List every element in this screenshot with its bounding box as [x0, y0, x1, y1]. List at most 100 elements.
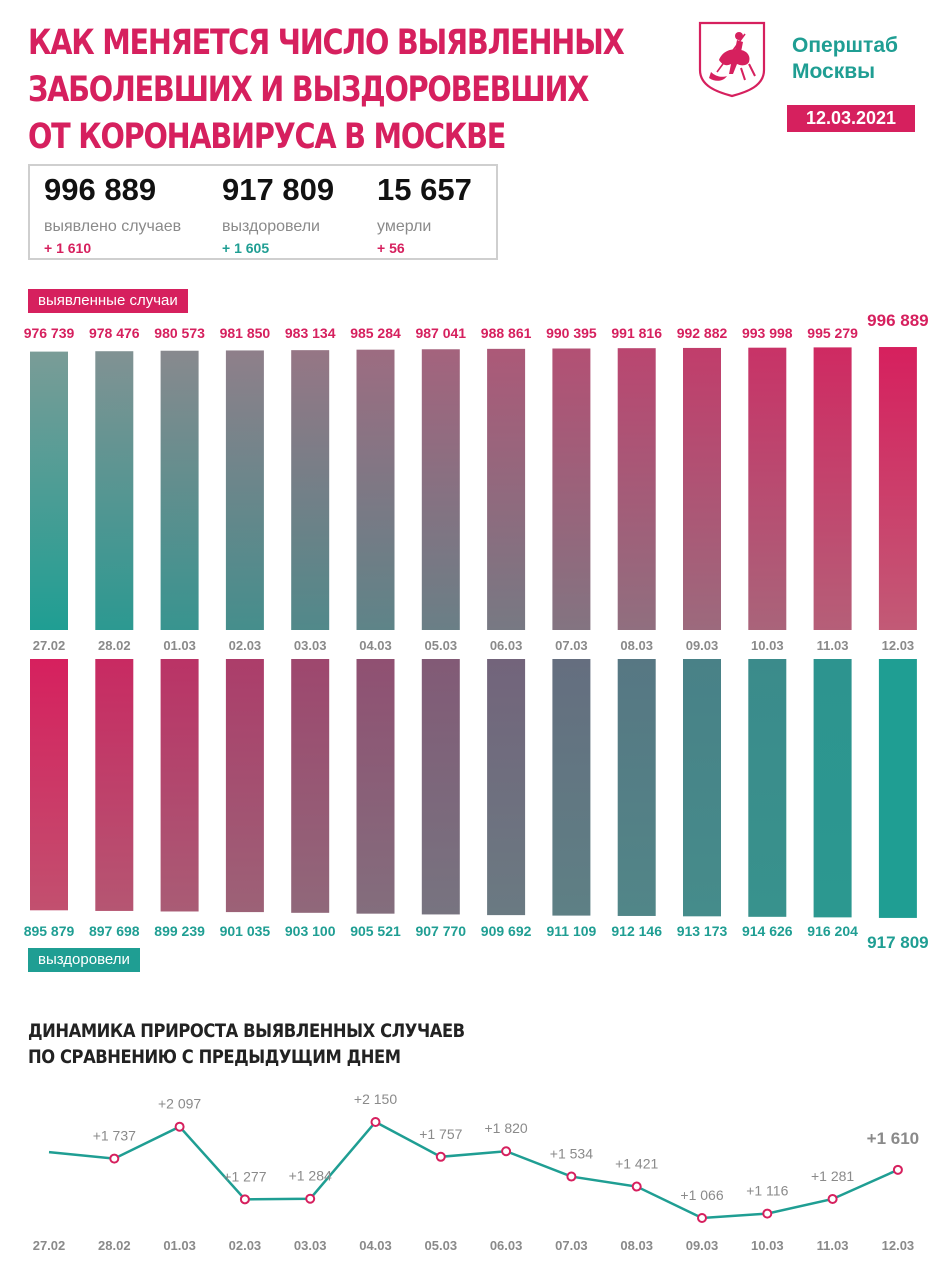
date-tick-label: 28.02 [98, 1238, 131, 1253]
recovered-bar [160, 659, 199, 912]
recovered-bar [291, 659, 330, 913]
cases-value-label: 988 861 [481, 325, 532, 341]
stat-value: 15 657 [377, 172, 472, 207]
increase-point [892, 1164, 903, 1175]
increase-value-label: +1 281 [811, 1168, 854, 1184]
increase-value-label: +1 284 [289, 1168, 332, 1184]
cases-value-label: 981 850 [220, 325, 271, 341]
recovered-bar [225, 659, 264, 913]
date-tick-label: 08.03 [620, 1238, 653, 1253]
recovered-bar-chart: 895 879 897 698 899 239 901 035 903 100 905 5… [24, 659, 929, 952]
increase-point [239, 1194, 250, 1205]
date-tick-label: 05.03 [425, 1238, 458, 1253]
title-line: ОТ КОРОНАВИРУСА В МОСКВЕ [28, 117, 506, 157]
date-tick-label: 27.02 [33, 638, 66, 653]
recovered-value-label: 897 698 [89, 923, 140, 939]
recovered-value-label: 911 109 [546, 923, 596, 939]
stat-delta: + 1 605 [222, 240, 270, 256]
date-tick-label: 11.03 [817, 638, 849, 653]
org-line: Москвы [792, 60, 876, 83]
recovered-bar [30, 659, 68, 911]
date-tick-label: 27.02 [33, 1238, 66, 1253]
recovered-value-label: 917 809 [867, 933, 928, 952]
increase-value-label: +2 097 [158, 1096, 201, 1112]
date-tick-label: 09.03 [686, 638, 719, 653]
cases-bar [225, 350, 264, 630]
cases-value-label: 976 739 [24, 325, 75, 341]
date-badge: 12.03.2021 [787, 105, 915, 132]
date-tick-label: 03.03 [294, 1238, 327, 1253]
cases-bar [291, 350, 330, 630]
date-tick-label: 09.03 [686, 1238, 719, 1253]
increase-point [566, 1171, 577, 1182]
date-tick-label: 10.03 [751, 638, 784, 653]
cases-value-label: 993 998 [742, 325, 793, 341]
cases-value-label: 978 476 [89, 325, 140, 341]
increase-point [762, 1208, 773, 1219]
date-tick-label: 28.02 [98, 638, 131, 653]
increase-value-label: +1 116 [746, 1183, 788, 1199]
date-tick-label: 05.03 [425, 638, 458, 653]
increase-value-label: +1 737 [93, 1128, 136, 1144]
cases-bar [552, 348, 591, 630]
date-tick-label: 06.03 [490, 1238, 523, 1253]
subtitle-line: ПО СРАВНЕНИЮ С ПРЕДЫДУЩИМ ДНЕМ [28, 1046, 401, 1068]
cases-bar [487, 348, 526, 630]
stat-delta: + 1 610 [44, 240, 92, 256]
cases-bar [683, 347, 721, 630]
stat-label: умерли [377, 218, 432, 235]
recovered-value-label: 916 204 [807, 923, 858, 939]
date-tick-label: 02.03 [229, 638, 262, 653]
cases-bar [160, 350, 199, 630]
increase-point [174, 1121, 185, 1132]
recovered-bar [683, 659, 721, 917]
increase-point [109, 1153, 120, 1164]
stat-recovered: 917 809 выздоровели + 1 605 [222, 172, 334, 256]
date-tick-label: 01.03 [163, 1238, 196, 1253]
increase-value-label: +1 757 [419, 1126, 462, 1142]
increase-point [305, 1193, 316, 1204]
date-tick-label: 10.03 [751, 1238, 784, 1253]
stat-cases: 996 889 выявлено случаев + 1 610 [44, 172, 181, 256]
increase-point [827, 1193, 838, 1204]
line-chart-title: ДИНАМИКА ПРИРОСТА ВЫЯВЛЕННЫХ СЛУЧАЕВ ПО … [28, 1018, 465, 1070]
increase-value-label: +1 277 [223, 1168, 266, 1184]
date-tick-label: 07.03 [555, 1238, 588, 1253]
recovered-value-label: 905 521 [350, 923, 401, 939]
date-tick-label: 12.03 [882, 1238, 915, 1253]
increase-point [631, 1181, 642, 1192]
date-tick-label: 06.03 [490, 638, 523, 653]
stat-deaths: 15 657 умерли + 56 [377, 172, 472, 256]
date-tick-label: 04.03 [359, 1238, 392, 1253]
recovered-value-label: 899 239 [154, 923, 205, 939]
recovered-value-label: 913 173 [677, 923, 728, 939]
recovered-bar [421, 659, 460, 915]
date-tick-label: 03.03 [294, 638, 327, 653]
increase-point [501, 1146, 512, 1157]
recovered-bar [617, 659, 656, 916]
date-tick-label: 07.03 [555, 638, 588, 653]
cases-legend-tag: выявленные случаи [28, 289, 188, 313]
increase-point [697, 1213, 707, 1223]
date-tick-label: 01.03 [163, 638, 196, 653]
recovered-value-label: 907 770 [415, 923, 466, 939]
date-tick-label: 04.03 [359, 638, 392, 653]
cases-value-label: 983 134 [285, 325, 336, 341]
date-tick-label: 11.03 [817, 1238, 849, 1253]
recovered-value-label: 912 146 [611, 923, 662, 939]
cases-bar [421, 349, 460, 630]
cases-value-label: 995 279 [807, 325, 858, 341]
recovered-legend-tag: выздоровели [28, 948, 140, 972]
cases-value-label: 991 816 [611, 325, 662, 341]
increase-line [48, 1120, 899, 1220]
cases-value-label: 987 041 [415, 325, 466, 341]
stat-label: выздоровели [222, 218, 320, 235]
cases-bar-chart: 976 739 27.02 978 476 28.02 980 573 01.03 981 … [24, 311, 929, 653]
cases-value-label: 996 889 [867, 311, 928, 330]
stat-delta: + 56 [377, 240, 405, 256]
recovered-value-label: 914 626 [742, 923, 793, 939]
recovered-bar [748, 659, 787, 917]
daily-increase-line-chart: 27.02 +1 737 28.02 +2 097 01.03 +1 277 02.03 +1… [33, 1091, 919, 1253]
increase-point [435, 1151, 446, 1162]
